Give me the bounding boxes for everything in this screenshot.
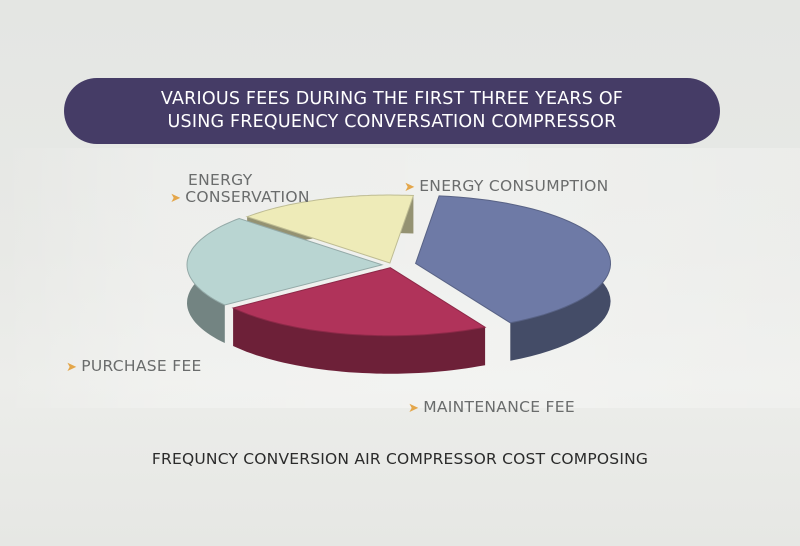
label-maintenance-fee: ➤ MAINTENANCE FEE <box>408 398 575 416</box>
label-maintenance-fee-text: MAINTENANCE FEE <box>423 398 575 416</box>
slice-maintenance-fee <box>231 267 487 337</box>
arrow-icon: ➤ <box>408 401 420 416</box>
label-energy-conservation: ENERGY ➤ CONSERVATION <box>170 172 310 207</box>
label-energy-consumption-text: ENERGY CONSUMPTION <box>419 177 609 195</box>
slice-purchase-fee <box>186 217 384 306</box>
slice-side-maintenance-fee <box>233 308 486 374</box>
title-line-2: USING FREQUENCY CONVERSATION COMPRESSOR <box>167 112 617 132</box>
label-purchase-fee: ➤ PURCHASE FEE <box>66 357 202 375</box>
arrow-icon: ➤ <box>66 360 78 375</box>
slice-energy-conservation <box>245 194 415 264</box>
label-energy-conservation-line1: ENERGY <box>188 171 253 189</box>
label-energy-conservation-line2: CONSERVATION <box>185 188 310 206</box>
title-line-1: VARIOUS FEES DURING THE FIRST THREE YEAR… <box>160 89 624 109</box>
arrow-icon: ➤ <box>404 180 416 195</box>
label-purchase-fee-text: PURCHASE FEE <box>81 357 202 375</box>
arrow-icon: ➤ <box>170 191 182 206</box>
slice-energy-consumption <box>414 195 612 324</box>
title-banner: VARIOUS FEES DURING THE FIRST THREE YEAR… <box>64 78 720 144</box>
label-energy-consumption: ➤ ENERGY CONSUMPTION <box>404 177 609 195</box>
chart-caption: FREQUNCY CONVERSION AIR COMPRESSOR COST … <box>151 450 649 468</box>
